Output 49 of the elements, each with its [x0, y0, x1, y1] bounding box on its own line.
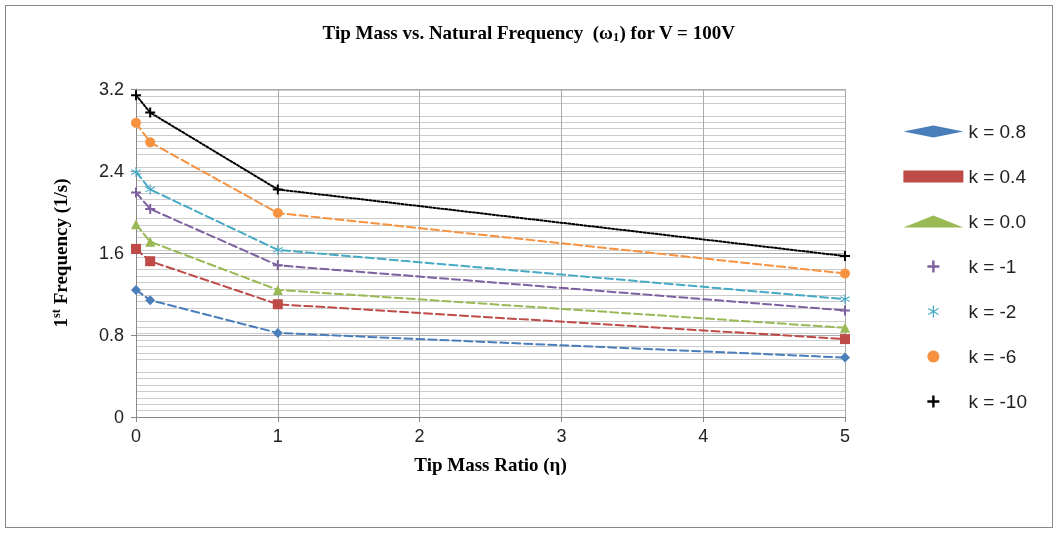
point: [131, 219, 141, 230]
point: [272, 299, 283, 310]
y-axis-title: 1st Frequency (1/s): [49, 178, 72, 328]
y-tick-label: 0: [113, 407, 124, 427]
point: [840, 268, 850, 279]
chart-title: Tip Mass vs. Natural Frequency (ω1) for V = 100V: [322, 22, 736, 45]
point: [840, 305, 850, 316]
point: [840, 352, 850, 363]
point: [840, 251, 850, 262]
point: [145, 137, 156, 148]
x-axis-title: Tip Mass Ratio (η): [414, 454, 567, 476]
y-tick-label: 1.6: [98, 243, 124, 263]
point: [272, 208, 283, 219]
point: [131, 284, 141, 295]
legend-label: k = 0.0: [968, 211, 1026, 232]
point: [272, 244, 283, 255]
x-tick-label: 3: [556, 426, 567, 446]
x-tick-label: 0: [130, 426, 142, 446]
x-tick-label: 2: [414, 426, 425, 446]
legend-label: k = 0.8: [968, 121, 1026, 142]
point: [840, 322, 850, 333]
x-tick-label: 4: [698, 426, 709, 446]
point: [272, 327, 283, 338]
point: [145, 236, 156, 247]
point: [145, 256, 156, 267]
legend-label: k = -1: [968, 256, 1017, 277]
legend-label: k = 0.4: [968, 166, 1027, 187]
point: [145, 203, 156, 214]
point: [145, 184, 156, 195]
point: [272, 184, 283, 195]
point: [272, 260, 283, 271]
point: [131, 90, 141, 101]
legend-label: k = -2: [968, 301, 1017, 322]
y-tick-label: 3.2: [98, 79, 124, 99]
point: [131, 167, 141, 178]
point: [840, 294, 850, 305]
point: [131, 117, 141, 128]
x-tick-label: 1: [272, 426, 283, 446]
point: [272, 284, 283, 295]
point: [131, 243, 141, 254]
point: [145, 295, 156, 306]
point: [145, 107, 156, 118]
y-tick-label: 2.4: [98, 161, 124, 181]
x-tick-label: 5: [839, 426, 851, 446]
point: [840, 334, 850, 345]
point: [131, 187, 141, 198]
legend-label: k = -6: [968, 346, 1017, 367]
legend-label: k = -10: [968, 391, 1028, 412]
y-tick-label: 0.8: [98, 325, 124, 345]
